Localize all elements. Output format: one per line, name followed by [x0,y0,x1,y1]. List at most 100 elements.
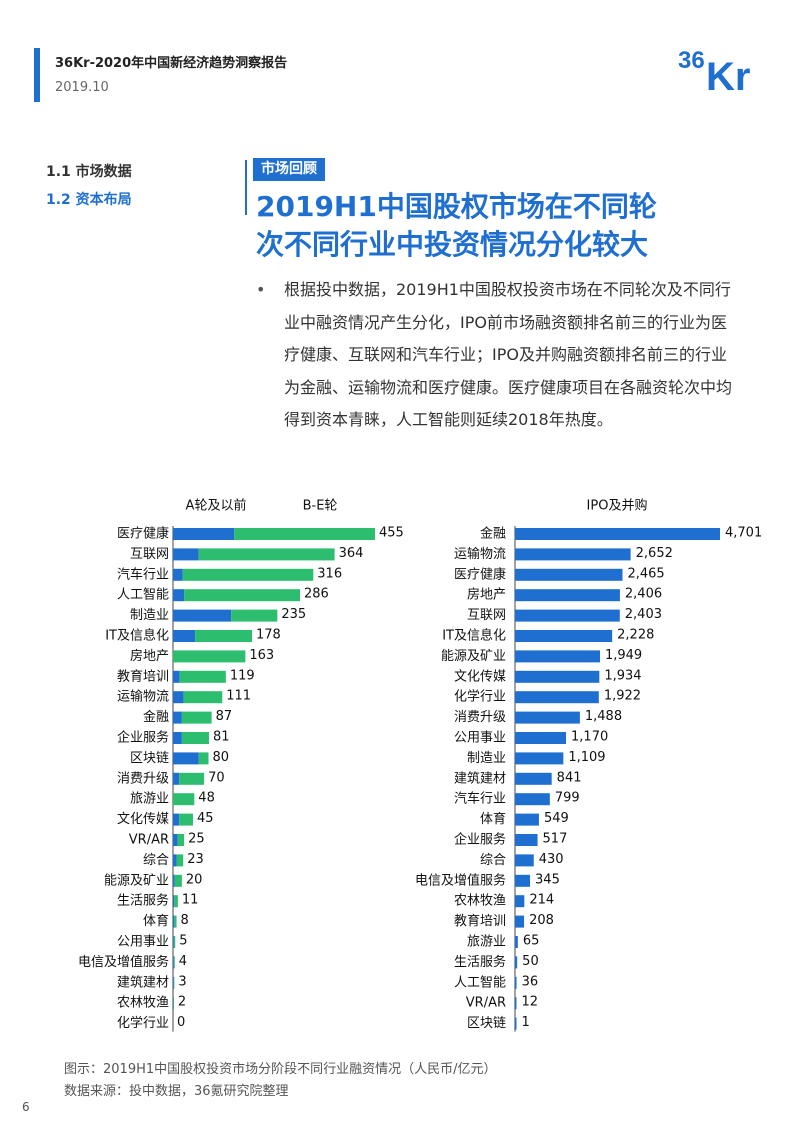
left-bar-a-round [173,752,199,765]
left-bar-a-round [173,732,182,744]
left-category-label: 体育 [143,913,169,929]
left-bar-a-round [173,956,174,969]
left-bar-a-round [173,772,180,785]
left-bar-be-round [174,895,178,908]
right-bar-ipo [515,772,552,785]
left-bar-be-round [174,915,177,928]
left-category-label: 综合 [143,853,169,868]
nav-item-capital-layout[interactable]: 1.2 资本布局 [46,192,132,208]
bullet-icon: • [256,280,266,299]
page-headline: 2019H1中国股权市场在不同轮 次不同行业中投资情况分化较大 [256,188,756,264]
left-category-label: 区块链 [130,751,169,766]
left-category-label: IT及信息化 [105,628,169,644]
left-total-label: 8 [181,913,189,928]
right-value-label: 430 [539,852,564,867]
right-value-label: 799 [555,791,580,806]
left-bar-a-round [173,936,174,948]
right-category-label: 企业服务 [454,832,506,848]
brand-logo: 36 Kr [678,47,750,96]
right-value-label: 1,949 [605,648,642,663]
right-category-label: 建筑建材 [454,770,506,786]
left-bar-be-round [174,874,182,887]
left-category-label: 制造业 [130,608,169,623]
right-value-label: 517 [543,832,568,847]
right-bar-ipo [515,956,518,969]
left-category-label: 汽车行业 [117,566,169,582]
right-value-label: 2,403 [625,607,662,622]
left-category-label: 消费升级 [117,771,169,786]
left-total-label: 119 [230,668,255,683]
svg-text:36: 36 [678,47,705,74]
right-bar-ipo [515,834,538,846]
left-bar-be-round [181,732,209,744]
left-bar-be-round [179,772,205,785]
right-value-label: 214 [529,893,554,908]
left-category-label: 金融 [143,709,169,725]
right-category-label: 医疗健康 [454,566,506,582]
left-bar-a-round [173,609,232,622]
left-total-label: 48 [198,791,215,806]
left-bar-be-round [231,609,278,622]
right-bar-ipo [515,874,531,887]
left-bar-a-round [173,568,183,581]
right-value-label: 4,701 [725,526,762,541]
left-bar-a-round [173,670,180,683]
right-bar-ipo [515,793,550,806]
right-value-label: 1,170 [571,730,608,745]
page-number: 6 [22,1100,30,1114]
right-category-label: 农林牧渔 [454,894,506,909]
right-bar-ipo [515,915,525,928]
left-total-label: 3 [178,974,186,989]
svg-text:Kr: Kr [706,55,750,96]
right-category-label: 金融 [480,526,506,542]
left-total-label: 235 [281,607,306,622]
left-total-label: 20 [186,872,203,887]
left-category-label: 化学行业 [117,1015,169,1031]
right-value-label: 36 [522,974,539,989]
left-bar-be-round [198,548,335,561]
left-bar-be-round [173,793,195,806]
figure-caption: 图示：2019H1中国股权投资市场分阶段不同行业融资情况（人民币/亿元） [64,1062,497,1077]
nav-item-market-data[interactable]: 1.1 市场数据 [46,164,132,180]
left-total-label: 178 [256,628,281,643]
right-bar-ipo [515,528,720,540]
left-bar-be-round [179,670,226,683]
right-bar-ipo [515,997,517,1010]
right-category-label: VR/AR [466,996,506,1011]
left-total-label: 70 [208,770,225,785]
left-bar-be-round [182,568,314,581]
left-category-label: VR/AR [129,833,169,848]
left-total-label: 81 [213,730,230,745]
right-bar-ipo [515,670,600,683]
headline-line-1: 2019H1中国股权市场在不同轮 [256,190,657,223]
right-value-label: 2,406 [625,587,662,602]
left-total-label: 45 [197,811,214,826]
section-tag: 市场回顾 [253,158,325,181]
report-title: 36Kr-2020年中国新经济趋势洞察报告 [55,56,288,71]
summary-text: 根据投中数据，2019H1中国股权投资市场在不同轮次及不同行业中融资情况产生分化… [284,280,733,429]
left-bar-a-round [173,976,174,989]
legend-label-be-round: B-E轮 [303,499,338,514]
left-category-label: 教育培训 [117,668,169,684]
right-bar-ipo [515,895,525,908]
section-divider [245,160,247,215]
right-category-label: 教育培训 [454,913,506,929]
right-bar-ipo [515,548,631,561]
left-total-label: 5 [179,934,187,949]
right-category-label: 制造业 [467,751,506,766]
right-category-label: 能源及矿业 [441,649,506,664]
left-bar-a-round [173,528,235,540]
right-category-label: 电信及增值服务 [415,872,506,888]
right-value-label: 12 [522,995,539,1010]
figure-source: 数据来源：投中数据，36氪研究院整理 [64,1084,289,1099]
left-category-label: 公用事业 [117,935,169,950]
right-category-label: IT及信息化 [442,628,506,644]
left-bar-a-round [173,874,175,887]
left-bar-be-round [173,936,176,948]
left-category-label: 互联网 [130,547,169,562]
right-value-label: 1,934 [604,668,641,683]
left-total-label: 111 [226,689,251,704]
left-bar-a-round [173,548,199,561]
right-category-label: 公用事业 [454,731,506,746]
